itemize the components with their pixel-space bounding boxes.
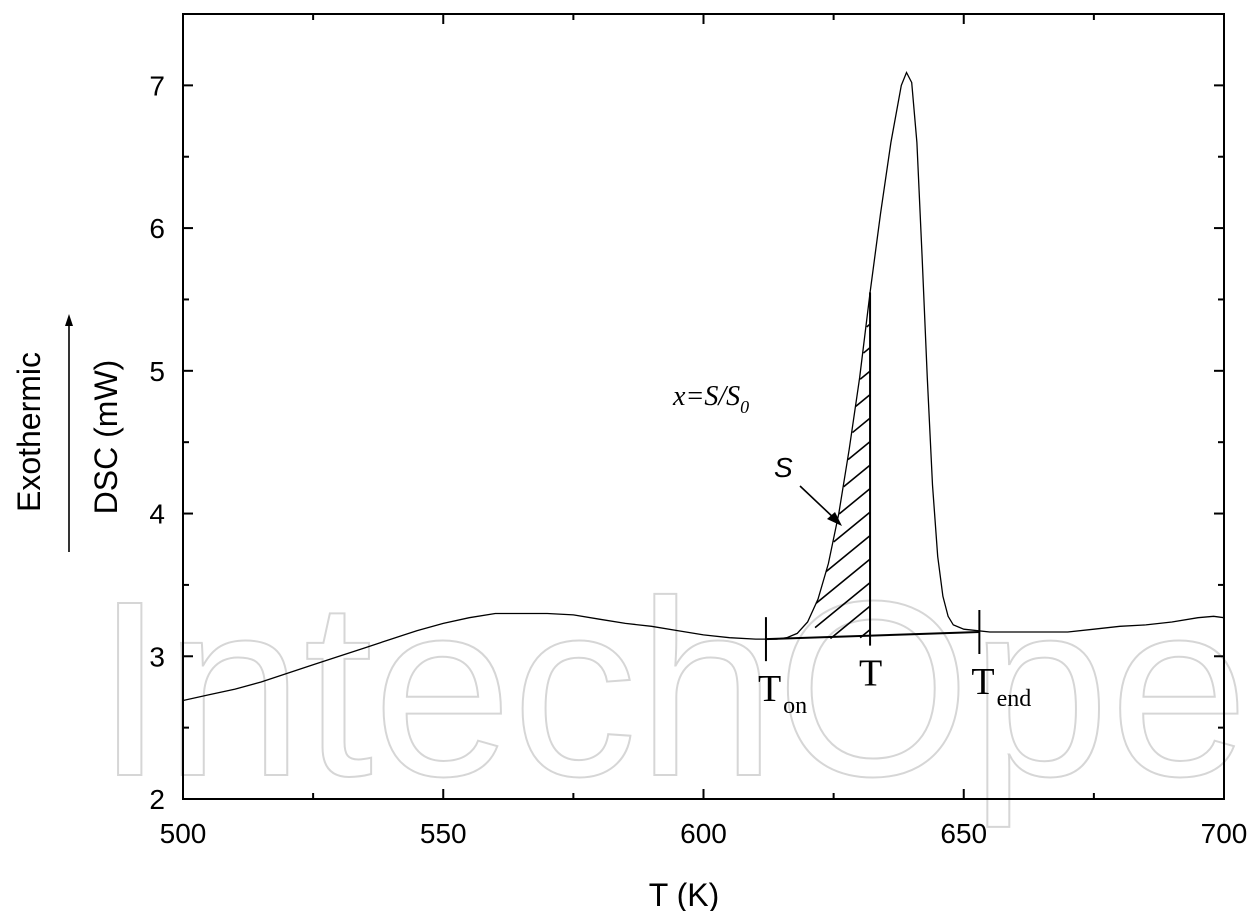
t-end-label: Tend bbox=[971, 661, 1031, 712]
exothermic-label: Exothermic bbox=[11, 352, 47, 512]
hatch-line bbox=[851, 417, 871, 434]
formula-annotation: x=S/S0 bbox=[672, 381, 749, 417]
formula-sub: 0 bbox=[740, 397, 749, 417]
x-tick-label: 650 bbox=[940, 818, 987, 849]
hatch-line bbox=[847, 441, 871, 461]
hatch-line bbox=[843, 464, 871, 488]
t-end-main: T bbox=[971, 661, 994, 703]
y-tick-label: 7 bbox=[149, 70, 165, 101]
hatch-line bbox=[825, 535, 871, 573]
x-tick-label: 500 bbox=[160, 818, 207, 849]
formula-x: x bbox=[672, 381, 686, 412]
y-axis: 2 3 4 5 6 7 bbox=[149, 13, 1224, 815]
baseline-line bbox=[765, 631, 980, 641]
hatch-line bbox=[862, 347, 871, 354]
x-axis: 500 550 600 650 700 bbox=[160, 14, 1248, 849]
x-axis-title: T (K) bbox=[649, 877, 720, 911]
hatch-line bbox=[815, 558, 871, 604]
hatch-line bbox=[838, 488, 871, 515]
x-tick-label: 700 bbox=[1201, 818, 1248, 849]
y-axis-title: DSC (mW) bbox=[88, 360, 124, 515]
watermark: IntechOpen bbox=[95, 549, 1260, 828]
y-tick-label: 5 bbox=[149, 356, 165, 387]
x-tick-label: 600 bbox=[680, 818, 727, 849]
shaded-area-s bbox=[814, 323, 871, 640]
hatch-line bbox=[829, 605, 871, 640]
y-tick-label: 2 bbox=[149, 784, 165, 815]
t-label: T bbox=[859, 653, 882, 695]
t-end-sub: end bbox=[997, 686, 1032, 712]
hatch-line bbox=[814, 582, 871, 629]
t-on-sub: on bbox=[783, 693, 807, 719]
t-on-main: T bbox=[758, 668, 781, 710]
y-tick-label: 4 bbox=[149, 499, 165, 530]
s-arrow-head bbox=[827, 512, 842, 526]
hatch-line bbox=[833, 511, 871, 543]
dsc-curve bbox=[183, 70, 1224, 702]
y-tick-label: 6 bbox=[149, 213, 165, 244]
formula-body: =S/S bbox=[685, 381, 740, 412]
s-label: S bbox=[774, 452, 793, 483]
exothermic-arrow-head bbox=[65, 314, 73, 326]
y-tick-label: 3 bbox=[149, 641, 165, 672]
s-arrow-line bbox=[799, 485, 837, 521]
hatch-line bbox=[855, 394, 871, 407]
hatch-line bbox=[859, 370, 871, 380]
t-on-label: Ton bbox=[758, 668, 807, 719]
x-tick-label: 550 bbox=[420, 818, 467, 849]
